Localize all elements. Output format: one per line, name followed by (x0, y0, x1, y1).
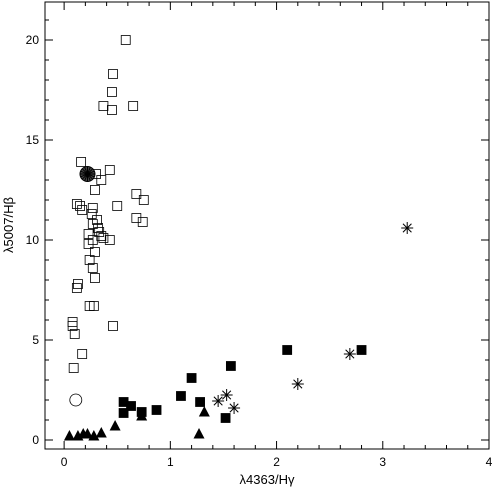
asterisk-marker (291, 378, 304, 390)
filled-triangle-marker (136, 410, 148, 421)
asterisk-stroke (222, 390, 232, 400)
open-square-marker (131, 213, 142, 223)
y-tick-label: 10 (26, 233, 40, 247)
open-square-marker (77, 349, 88, 359)
y-tick-label: 20 (26, 33, 40, 47)
asterisk-marker (220, 389, 233, 401)
open-square-marker (87, 219, 98, 229)
open-square-marker (120, 35, 131, 45)
open-square-marker (76, 157, 87, 167)
asterisk-marker (228, 402, 241, 414)
x-axis-label: λ4363/Hγ (240, 472, 295, 487)
y-tick-label: 5 (32, 333, 39, 347)
open-square-marker (98, 233, 109, 243)
open-square-marker (108, 69, 118, 79)
open-square-marker (88, 301, 99, 311)
open-circle-marker (69, 393, 83, 407)
filled-triangle-marker (198, 406, 210, 417)
open-square-marker (83, 239, 94, 249)
y-axis-label: λ5007/Hβ (1, 197, 16, 253)
filled-triangle-marker (81, 428, 93, 439)
starred-circle-marker (79, 166, 96, 182)
open-square-marker (90, 247, 100, 257)
filled-square-marker (220, 413, 231, 423)
filled-triangle-marker (95, 427, 107, 438)
open-square-marker (87, 263, 98, 273)
filled-square-marker (186, 373, 197, 383)
filled-square-marker (126, 401, 136, 411)
open-square-marker (73, 279, 83, 289)
open-square-marker (98, 101, 109, 111)
filled-square-marker (282, 345, 293, 355)
open-square-marker (104, 165, 115, 175)
open-square-marker (128, 101, 139, 111)
filled-square-marker (151, 405, 162, 415)
open-square-marker (68, 363, 79, 373)
filled-triangle-marker (88, 430, 100, 441)
open-square-marker (107, 105, 117, 115)
asterisk-stroke (213, 396, 223, 406)
open-square-marker (96, 231, 107, 241)
open-square-marker (84, 255, 95, 265)
open-square-marker (138, 195, 149, 205)
open-square-marker (75, 201, 85, 211)
asterisk-marker (401, 222, 414, 234)
asterisk-stroke (229, 403, 239, 413)
filled-triangle-marker (63, 430, 75, 441)
filled-triangle-marker (193, 428, 205, 439)
open-square-marker (112, 201, 123, 211)
x-tick-label: 2 (273, 455, 280, 469)
starred-circle-ray (80, 170, 95, 178)
open-square-marker (108, 321, 118, 331)
open-square-marker (107, 87, 117, 97)
open-square-marker (90, 273, 100, 283)
open-square-marker (67, 321, 78, 331)
open-square-marker (131, 189, 142, 199)
open-square-marker (71, 283, 82, 293)
open-square-marker (69, 329, 80, 339)
open-square-marker (71, 199, 82, 209)
x-tick-label: 3 (379, 455, 386, 469)
open-square-marker (86, 209, 97, 219)
open-square-marker (137, 217, 148, 227)
x-tick-label: 1 (167, 455, 174, 469)
filled-square-marker (356, 345, 367, 355)
open-square-marker (93, 223, 104, 233)
filled-square-marker (225, 361, 236, 371)
y-tick-label: 0 (32, 433, 39, 447)
x-tick-label: 4 (486, 455, 493, 469)
data-markers (63, 35, 414, 441)
axis-ticks: 0 1 2 3 4 0 5 10 15 20 (26, 2, 493, 469)
asterisk-marker (343, 348, 356, 360)
asterisk-stroke (402, 223, 412, 233)
asterisk-stroke (345, 349, 355, 359)
filled-square-marker (176, 391, 186, 401)
filled-triangle-marker (109, 420, 121, 431)
open-square-marker (96, 175, 107, 185)
open-square-marker (90, 185, 100, 195)
plot-frame (44, 1, 490, 450)
open-square-marker (77, 205, 88, 215)
open-square-marker (67, 317, 78, 327)
asterisk-stroke (293, 379, 303, 389)
open-square-marker (87, 203, 98, 213)
open-square-marker (104, 235, 115, 245)
x-tick-label: 0 (61, 455, 68, 469)
filled-square-marker (118, 408, 129, 418)
y-tick-label: 15 (26, 133, 40, 147)
asterisk-marker (212, 395, 225, 407)
filled-square-marker (195, 397, 205, 407)
